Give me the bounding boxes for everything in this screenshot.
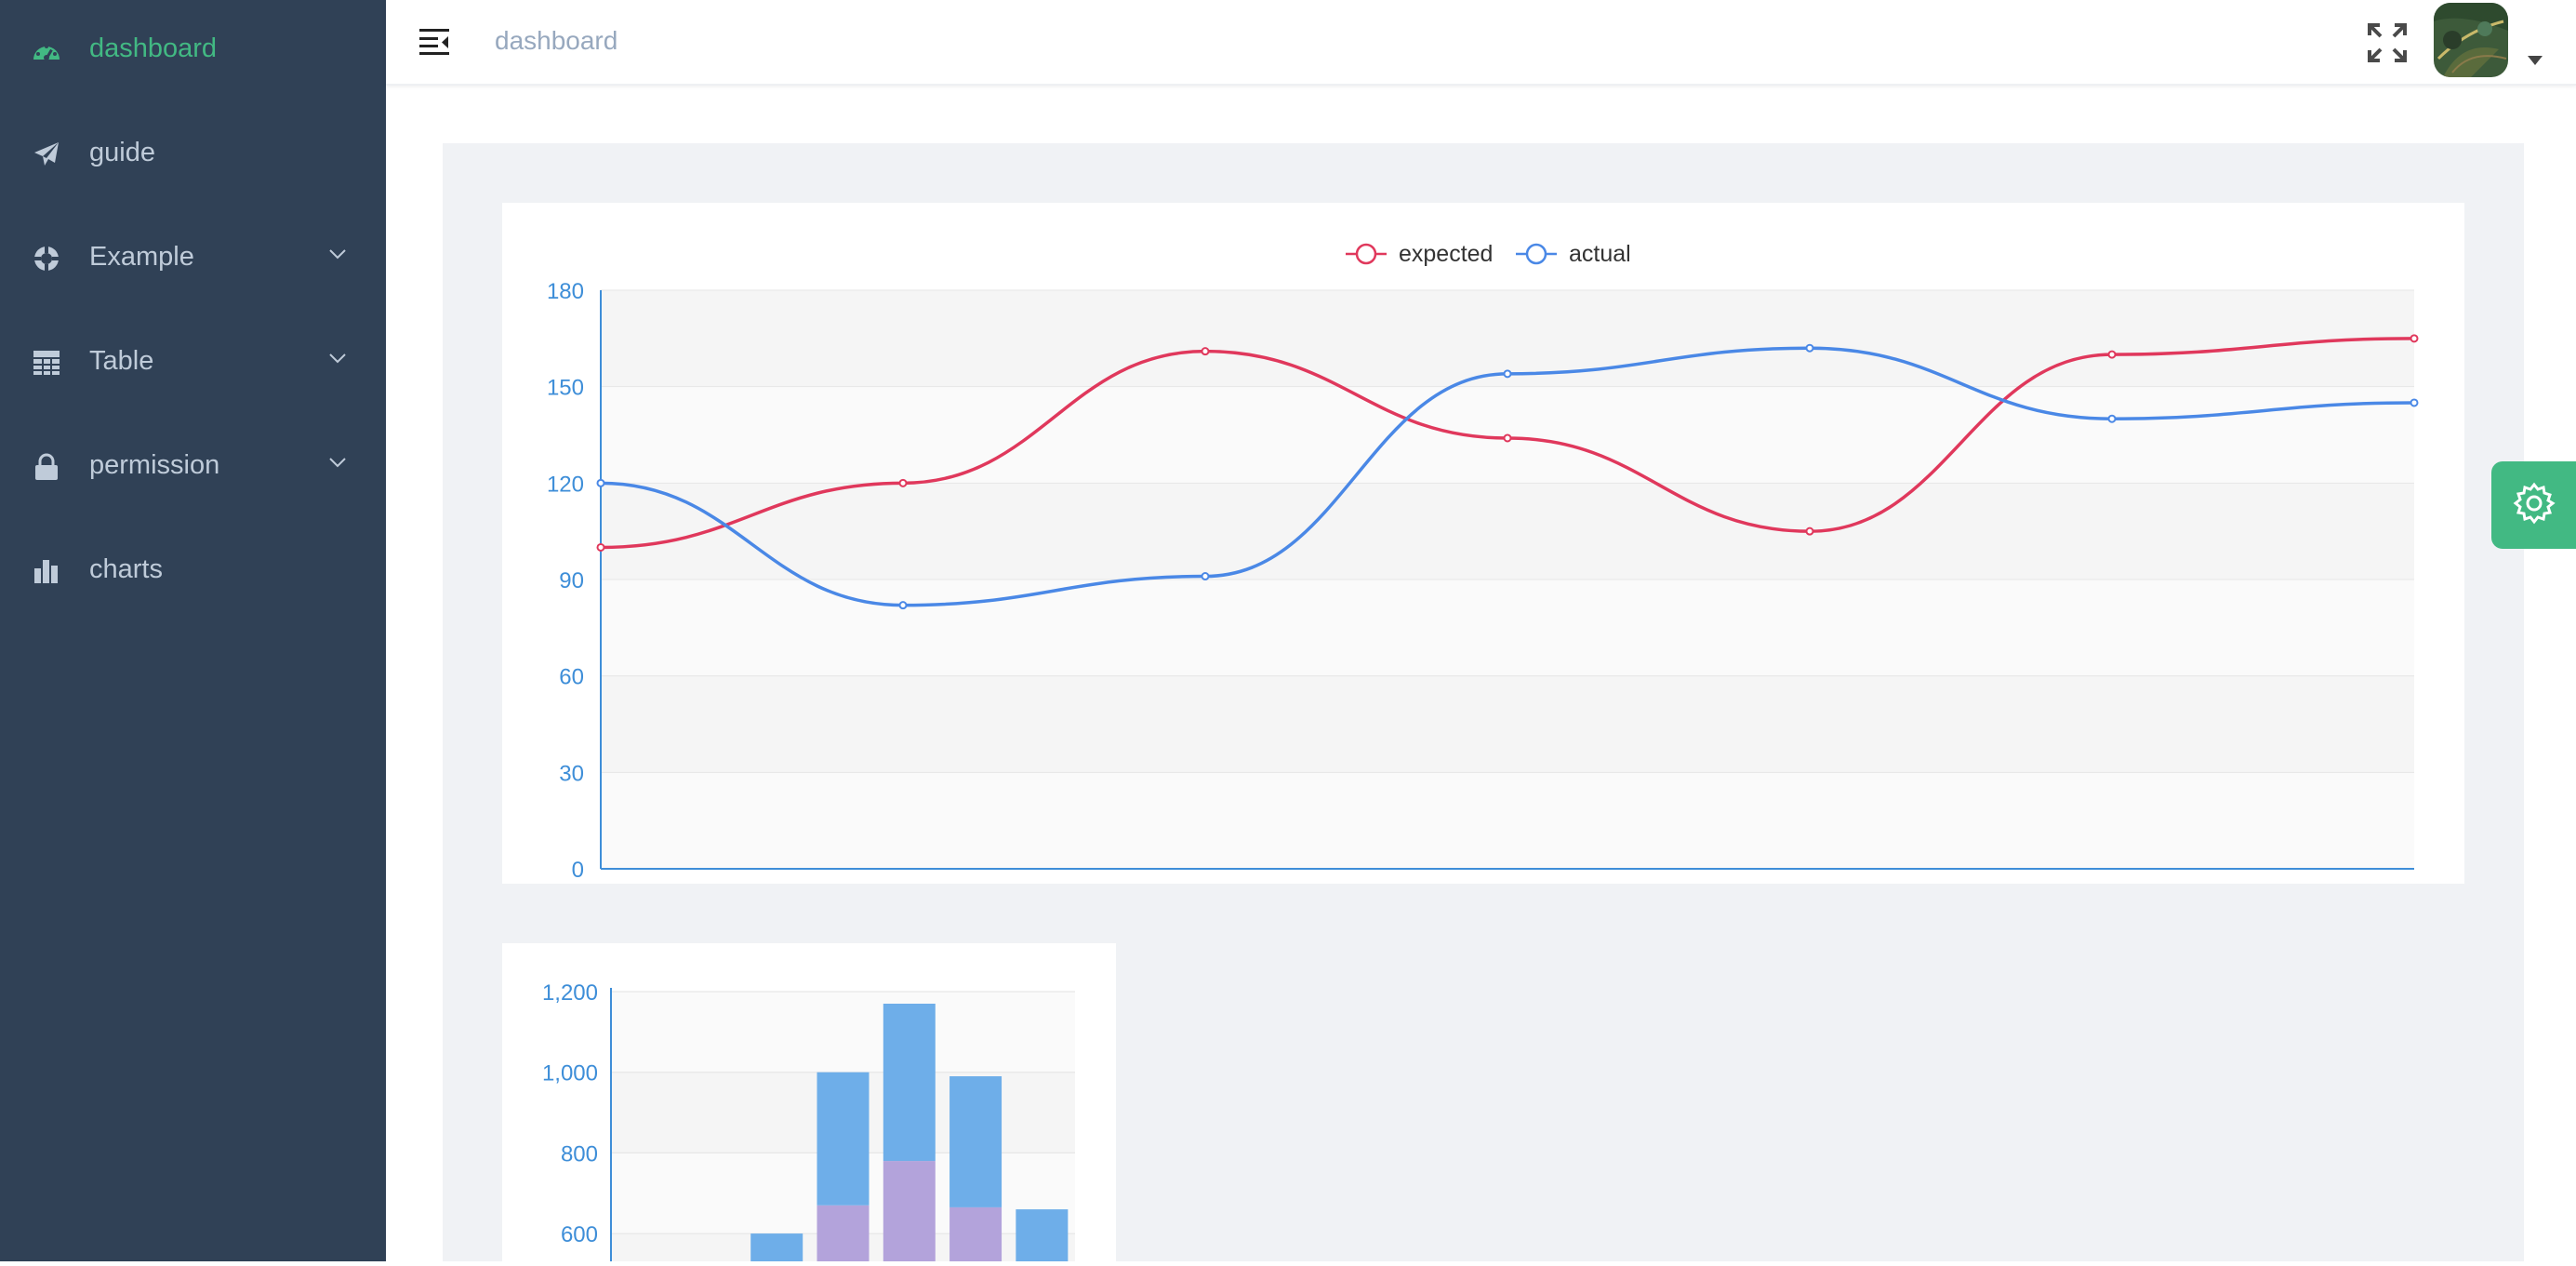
grid-band — [611, 992, 1075, 1073]
sidebar-item-label: Example — [89, 242, 194, 272]
lock-icon — [32, 452, 61, 482]
chevron-down-icon — [327, 348, 348, 368]
data-point — [2107, 414, 2117, 423]
line-chart: 0 30 60 90 120 150 180 Mon Tue Wed Thu Fri Sat Sun exp… — [547, 241, 2435, 908]
x-tick-label: Wed — [1183, 883, 1228, 884]
settings-button[interactable] — [2491, 461, 2576, 549]
sidebar-item-label: Table — [89, 346, 154, 376]
y-tick-label: 1,000 — [542, 1061, 598, 1086]
sidebar-item-label: permission — [89, 450, 220, 480]
x-tick-label: Tue — [884, 883, 922, 884]
data-point — [898, 601, 908, 610]
navbar: dashboard — [386, 0, 2576, 86]
table-icon — [32, 348, 61, 378]
y-tick-label: 600 — [561, 1222, 598, 1247]
chevron-down-icon — [327, 244, 348, 264]
sidebar-item-label: charts — [89, 554, 163, 584]
bar-chart-icon — [32, 556, 61, 586]
bar-chart-card: 600 800 1,000 1,200 — [502, 943, 1116, 1261]
grid-band — [601, 580, 2414, 676]
x-tick-label: Fri — [1797, 883, 1823, 884]
line-chart-card: 0 30 60 90 120 150 180 Mon Tue Wed Thu Fri Sat Sun exp… — [502, 203, 2464, 908]
sidebar-item-label: dashboard — [89, 33, 218, 63]
x-tick-label: Mon — [579, 883, 623, 884]
bar-segment-upper — [949, 1076, 1003, 1207]
y-tick-label: 60 — [559, 665, 584, 690]
data-point — [1503, 369, 1512, 379]
legend-marker — [1525, 243, 1547, 265]
y-tick-label: 180 — [547, 279, 584, 304]
data-point — [1805, 526, 1814, 536]
legend-label: actual — [1569, 241, 1631, 267]
sidebar-item-label: guide — [89, 138, 155, 167]
bar-segment-lower — [883, 1161, 936, 1261]
sidebar-item-example[interactable]: Example — [0, 208, 386, 313]
data-point — [1201, 347, 1210, 356]
legend-item-actual: actual — [1516, 241, 1631, 267]
data-point — [2410, 334, 2419, 343]
data-point — [596, 542, 605, 552]
data-point — [1503, 433, 1512, 443]
y-tick-label: 800 — [561, 1141, 598, 1166]
data-point — [2107, 350, 2117, 359]
bar-segment-upper — [750, 1233, 803, 1261]
data-point — [898, 478, 908, 487]
y-tick-label: 120 — [547, 472, 584, 497]
gear-icon — [2513, 482, 2556, 529]
legend-label: expected — [1399, 241, 1493, 267]
bar-segment-lower — [949, 1206, 1003, 1261]
y-tick-label: 90 — [559, 568, 584, 593]
x-tick-label: Sat — [2095, 883, 2129, 884]
x-tick-label: Sun — [2395, 883, 2435, 884]
y-tick-label: 150 — [547, 376, 584, 401]
sidebar-item-permission[interactable]: permission — [0, 417, 386, 521]
sidebar-item-table[interactable]: Table — [0, 313, 386, 417]
bar-chart: 600 800 1,000 1,200 — [542, 980, 1075, 1261]
dashboard-panel: 0 30 60 90 120 150 180 Mon Tue Wed Thu Fri Sat Sun exp… — [443, 143, 2524, 1261]
bar-segment-upper — [1016, 1209, 1069, 1261]
fullscreen-icon[interactable] — [2367, 22, 2408, 63]
bar-segment-upper — [817, 1072, 870, 1206]
sidebar-item-charts[interactable]: charts — [0, 521, 386, 625]
data-point — [1201, 572, 1210, 581]
grid-band — [601, 483, 2414, 580]
y-tick-label: 30 — [559, 761, 584, 786]
paper-plane-icon — [32, 140, 61, 169]
hamburger-icon[interactable] — [419, 27, 451, 57]
example-icon — [32, 244, 61, 273]
sidebar-item-guide[interactable]: guide — [0, 104, 386, 208]
legend-marker — [1355, 243, 1377, 265]
dashboard-icon — [32, 35, 61, 65]
legend-item-expected: expected — [1346, 241, 1493, 267]
chevron-down-icon — [327, 452, 348, 473]
x-tick-label: Thu — [1488, 883, 1526, 884]
y-tick-label: 1,200 — [542, 980, 598, 1006]
data-point — [2410, 398, 2419, 407]
avatar[interactable] — [2434, 3, 2508, 77]
caret-down-icon[interactable] — [2527, 54, 2543, 65]
data-point — [1805, 343, 1814, 353]
y-tick-label: 0 — [572, 858, 584, 883]
data-point — [596, 478, 605, 487]
bar-segment-upper — [883, 1004, 936, 1162]
grid-band — [601, 772, 2414, 869]
grid-band — [601, 675, 2414, 773]
sidebar: dashboard guide Example Table permission — [0, 0, 386, 1261]
sidebar-item-dashboard[interactable]: dashboard — [0, 0, 386, 104]
breadcrumb[interactable]: dashboard — [495, 26, 618, 55]
bar-segment-lower — [817, 1205, 870, 1261]
